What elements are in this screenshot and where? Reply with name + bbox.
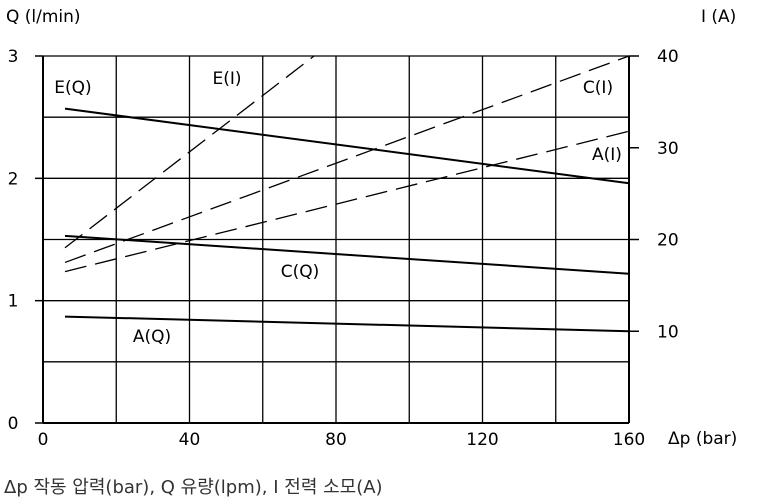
series-line-c-i <box>64 55 630 264</box>
x-tick-label: 160 <box>613 430 645 450</box>
y-right-tick-label: 30 <box>657 139 679 159</box>
series-label-e-i: E(I) <box>212 69 241 89</box>
series-label-c-i: C(I) <box>583 78 613 98</box>
chart: 0 40 80 120 160 0 1 2 3 10 20 30 40 E(Q) C(Q) A(Q) E(I)… <box>6 7 737 450</box>
series-line-a-i <box>64 130 630 273</box>
x-tick-label: 40 <box>179 430 201 450</box>
series-label-a-q: A(Q) <box>133 327 171 347</box>
series-line-c-q <box>64 234 630 275</box>
series-label-e-q: E(Q) <box>54 78 91 98</box>
tick-labels: 0 40 80 120 160 0 1 2 3 10 20 30 40 <box>8 47 679 450</box>
caption: Δp 작동 압력(bar), Q 유량(lpm), I 전력 소모(A) <box>4 477 383 498</box>
y-right-tick-label: 20 <box>657 231 679 251</box>
y-left-tick-label: 0 <box>8 414 19 434</box>
y-left-tick-label: 1 <box>8 292 19 312</box>
y-left-axis-title: Q (l/min) <box>6 7 81 27</box>
grid <box>43 55 629 423</box>
x-axis-title: Δp (bar) <box>668 429 737 449</box>
y-right-tick-label: 10 <box>657 322 679 342</box>
series-lines <box>64 55 630 333</box>
series-line-a-q <box>64 315 630 333</box>
x-tick-label: 0 <box>38 430 49 450</box>
x-tick-label: 80 <box>325 430 347 450</box>
series-label-a-i: A(I) <box>592 145 622 165</box>
y-left-tick-label: 3 <box>8 47 19 67</box>
series-line-e-q <box>64 107 630 185</box>
series-line-e-i <box>64 55 315 249</box>
y-right-tick-label: 40 <box>657 47 679 67</box>
y-left-tick-label: 2 <box>8 169 19 189</box>
y-right-axis-title: I (A) <box>701 7 736 27</box>
series-label-c-q: C(Q) <box>281 262 320 282</box>
series-labels: E(Q) C(Q) A(Q) E(I) C(I) A(I) <box>54 69 622 347</box>
x-tick-label: 120 <box>466 430 498 450</box>
